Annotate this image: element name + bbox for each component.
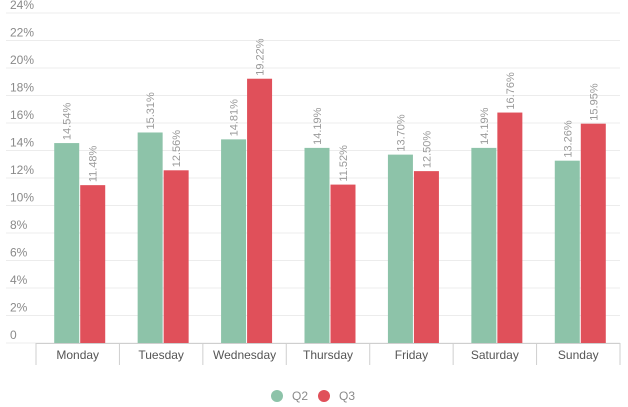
x-tick-label: Saturday [471, 348, 519, 362]
bar-q3-tuesday [163, 170, 189, 343]
data-label: 13.70% [395, 114, 407, 152]
y-tick-label: 4% [10, 273, 28, 287]
y-tick-label: 20% [10, 53, 34, 67]
bar-q2-friday [387, 154, 413, 343]
x-tick-label: Monday [56, 348, 99, 362]
x-axis: Monday Tuesday Wednesday Thursday Friday Satu… [35, 343, 621, 365]
x-tick-label: Wednesday [213, 348, 276, 362]
bar-q3-monday [80, 185, 106, 343]
y-tick-label: 0 [10, 328, 17, 342]
bar-q2-tuesday [137, 132, 163, 343]
data-label: 14.19% [479, 107, 491, 145]
bar-q3-saturday [497, 112, 523, 343]
legend-marker-q2 [271, 390, 283, 402]
legend-label-q2: Q2 [292, 389, 308, 403]
bar-q3-sunday [580, 123, 606, 343]
y-tick-label: 2% [10, 301, 28, 315]
bar-q2-wednesday [221, 139, 247, 343]
x-tick-label: Thursday [303, 348, 353, 362]
y-tick-label: 22% [10, 26, 34, 40]
y-tick-label: 18% [10, 81, 34, 95]
y-tick-label: 12% [10, 163, 34, 177]
data-labels: 14.54% 11.48% 15.31% 12.56% 14.81% 19.22% 14.1… [62, 38, 601, 182]
bar-q2-monday [54, 143, 80, 343]
bar-q3-wednesday [247, 78, 273, 343]
y-tick-label: 8% [10, 218, 28, 232]
legend: Q2 Q3 [271, 389, 355, 403]
bar-q3-friday [413, 171, 439, 343]
x-tick-label: Tuesday [138, 348, 184, 362]
data-label: 14.81% [229, 99, 241, 137]
data-label: 12.50% [421, 131, 433, 169]
bar-q3-thursday [330, 184, 356, 343]
data-label: 11.52% [338, 145, 350, 182]
data-label: 19.22% [255, 38, 267, 76]
data-label: 12.56% [171, 130, 183, 168]
data-label: 14.54% [62, 103, 74, 141]
y-tick-label: 24% [10, 0, 34, 12]
data-label: 13.26% [562, 120, 574, 158]
y-tick-label: 6% [10, 246, 28, 260]
y-tick-label: 14% [10, 136, 34, 150]
data-label: 15.31% [145, 92, 157, 130]
x-tick-label: Friday [395, 348, 428, 362]
bar-q2-sunday [554, 160, 580, 343]
data-label: 16.76% [505, 72, 517, 110]
bar-q2-saturday [471, 147, 497, 343]
y-tick-label: 10% [10, 191, 34, 205]
bar-q2-thursday [304, 147, 330, 343]
y-axis-ticks: 0 2% 4% 6% 8% 10% 12% 14% 16% 18% 20% 22% 24% [10, 0, 34, 342]
y-tick-label: 16% [10, 108, 34, 122]
x-tick-label: Sunday [558, 348, 599, 362]
data-label: 14.19% [312, 107, 324, 145]
legend-label-q3: Q3 [339, 389, 355, 403]
legend-marker-q3 [318, 390, 330, 402]
data-label: 15.95% [588, 83, 600, 121]
data-label: 11.48% [88, 145, 100, 182]
bars [54, 78, 606, 343]
